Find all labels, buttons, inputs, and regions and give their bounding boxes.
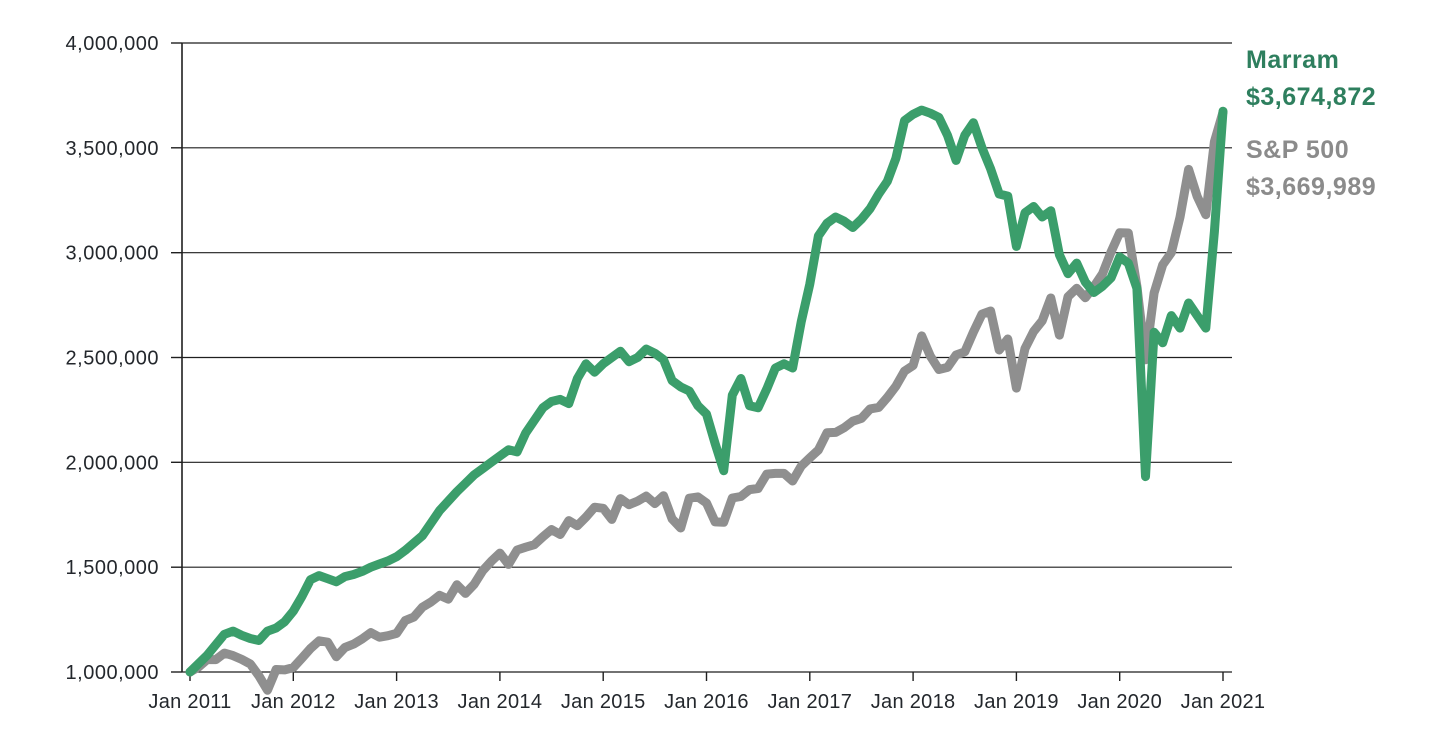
- legend-sp500-value: $3,669,989: [1246, 173, 1377, 201]
- x-axis-label: Jan 2016: [664, 691, 749, 713]
- y-axis-label: 3,500,000: [66, 138, 159, 160]
- y-axis-label: 2,000,000: [66, 452, 159, 474]
- x-axis-label: Jan 2015: [561, 691, 646, 713]
- x-axis-label: Jan 2013: [354, 691, 439, 713]
- legend-item-marram: Marram $3,674,872: [1246, 42, 1446, 116]
- y-axis-label: 1,000,000: [66, 662, 159, 684]
- y-axis-label: 4,000,000: [66, 33, 159, 55]
- legend-item-sp500: S&P 500 $3,669,989: [1246, 132, 1446, 206]
- legend-sp500-name: S&P 500: [1246, 136, 1350, 164]
- series-line-s-p-500: [185, 107, 1228, 695]
- chart-legend: Marram $3,674,872 S&P 500 $3,669,989: [1246, 42, 1446, 222]
- y-axis-label: 2,500,000: [66, 348, 159, 370]
- x-axis-label: Jan 2011: [148, 691, 231, 713]
- x-axis-label: Jan 2021: [1181, 691, 1266, 713]
- legend-marram-name: Marram: [1246, 46, 1340, 74]
- y-axis-label: 3,000,000: [66, 243, 159, 265]
- x-axis-label: Jan 2014: [458, 691, 543, 713]
- y-axis-label: 1,500,000: [66, 557, 159, 579]
- x-axis-label: Jan 2020: [1077, 691, 1162, 713]
- legend-marram-value: $3,674,872: [1246, 83, 1377, 111]
- x-axis-label: Jan 2019: [974, 691, 1059, 713]
- series-line-marram: [185, 105, 1228, 677]
- x-axis-label: Jan 2018: [871, 691, 956, 713]
- x-axis-label: Jan 2012: [251, 691, 336, 713]
- x-axis-label: Jan 2017: [767, 691, 852, 713]
